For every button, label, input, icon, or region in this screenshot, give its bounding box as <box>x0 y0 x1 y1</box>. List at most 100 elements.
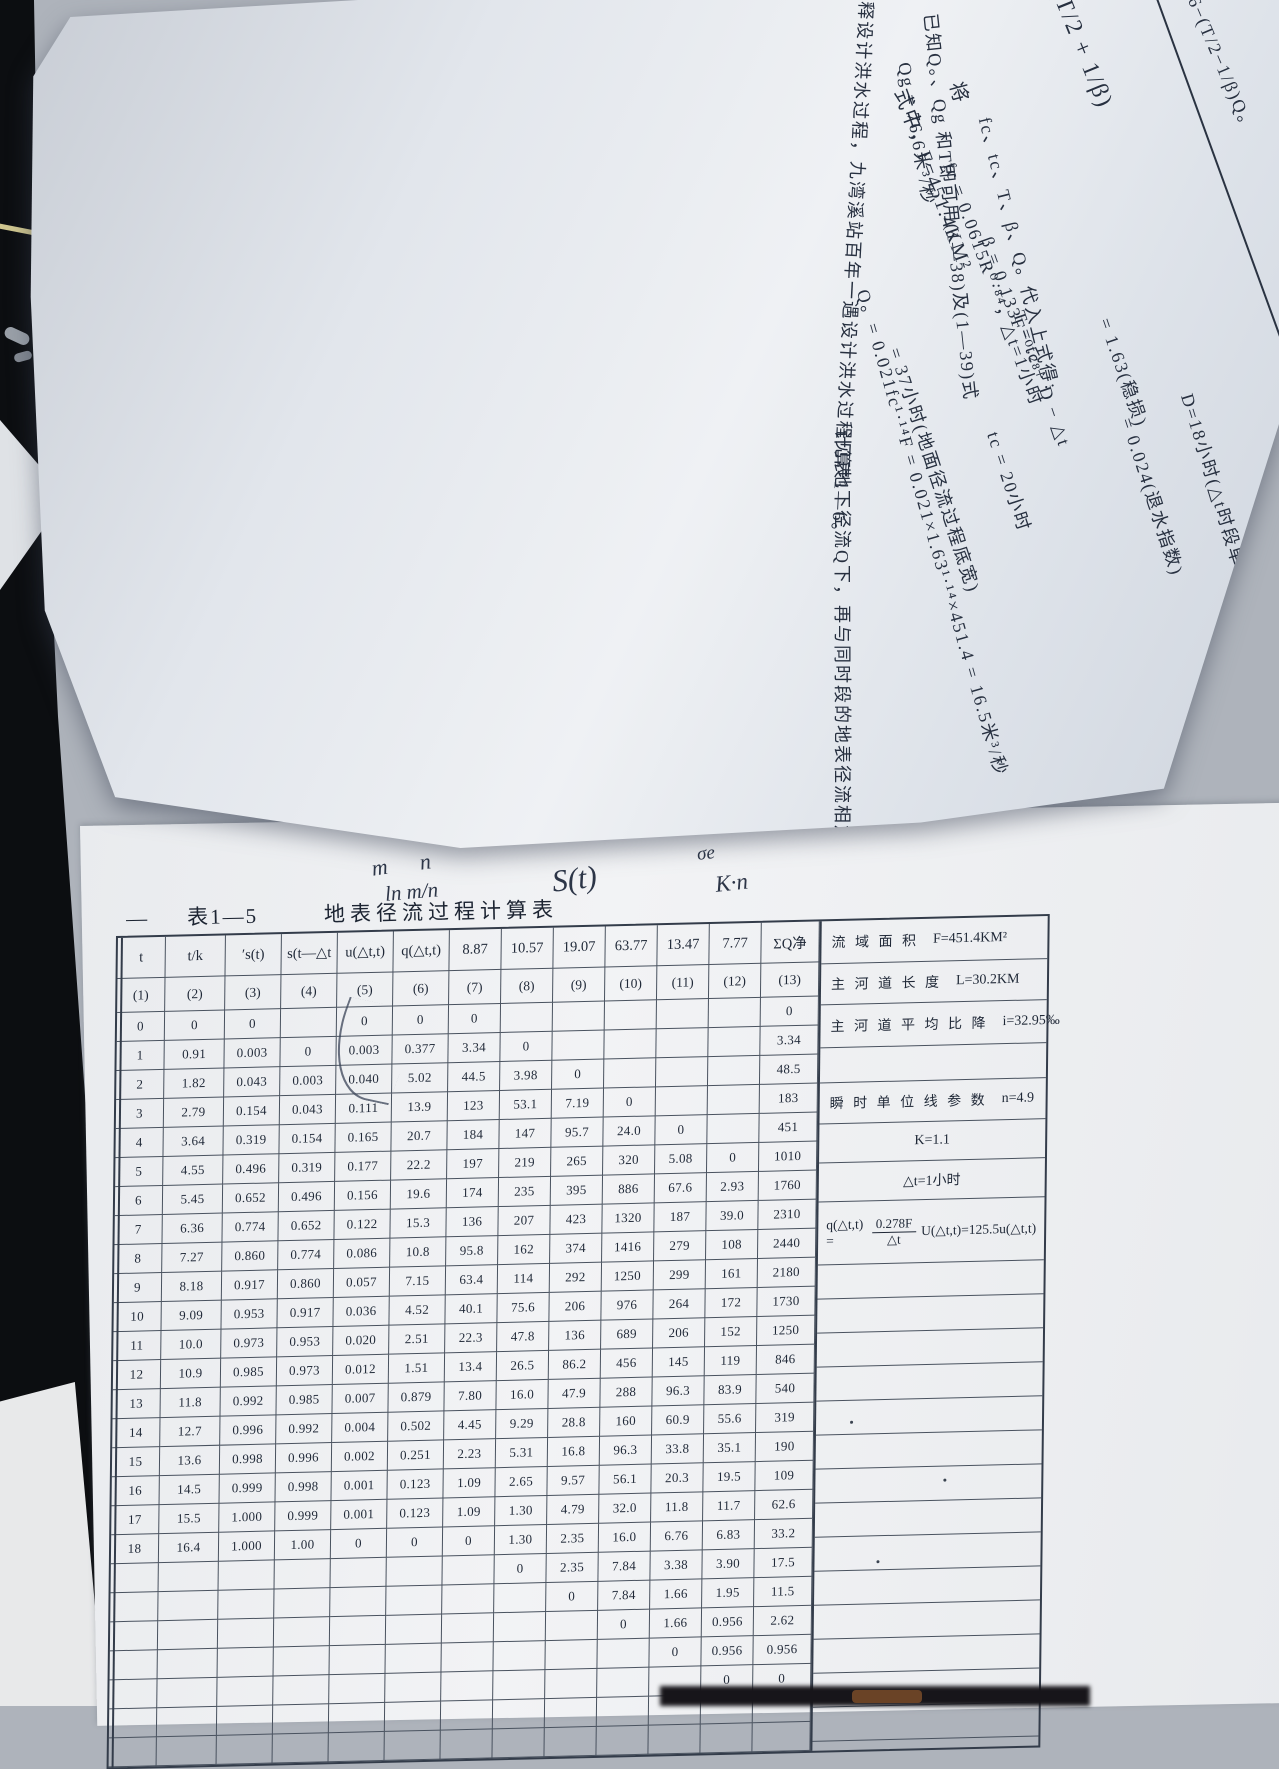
panel-value: i=32.95‰ <box>1002 1012 1060 1030</box>
table-cell: 0.496 <box>278 1181 336 1213</box>
table-cell: 456 <box>600 1348 654 1379</box>
table-cell: 33.8 <box>651 1434 705 1465</box>
table-cell <box>109 1621 159 1652</box>
panel-value: n=4.9 <box>1001 1090 1035 1107</box>
formula-lhs: q(△t,t) = <box>826 1216 864 1249</box>
table-cell: 689 <box>601 1319 654 1350</box>
table-cell: 0.992 <box>220 1386 277 1417</box>
table-cell: 0 <box>386 1527 444 1558</box>
table-cell: 162 <box>498 1234 551 1266</box>
table-cell: 4.52 <box>389 1295 446 1326</box>
panel-row: △t=1小时 <box>818 1158 1045 1203</box>
table-cell <box>109 1679 158 1710</box>
table-cell <box>386 1556 443 1587</box>
table-cell: 1.00 <box>274 1530 332 1561</box>
table-cell <box>386 1585 443 1616</box>
table-cell: 1 <box>116 1040 165 1072</box>
panel-row: 流 域 面 积 F=451.4KM² <box>821 916 1048 965</box>
table-cell: 1760 <box>758 1170 817 1201</box>
table-cell: 95.8 <box>446 1236 499 1267</box>
table-cell: 0 <box>164 1010 226 1041</box>
column-header: u(△t,t) <box>337 931 394 974</box>
table-cell: 292 <box>549 1262 603 1293</box>
table-cell <box>552 1001 605 1032</box>
table-cell <box>216 1734 273 1765</box>
table-cell: 1730 <box>757 1286 816 1317</box>
table-cell <box>328 1731 385 1763</box>
table-cell: 0.319 <box>279 1152 336 1184</box>
table-cell: 10.8 <box>390 1237 447 1268</box>
table-cell: 119 <box>704 1346 757 1377</box>
table-cell: 2.23 <box>443 1439 497 1470</box>
column-header: s(t—△t <box>281 932 338 976</box>
table-cell: 1.66 <box>650 1579 703 1610</box>
table-cell: 540 <box>756 1373 815 1405</box>
table-number: 表1—5 <box>186 903 259 930</box>
column-header: 7.77 <box>709 922 762 966</box>
table-cell: 13 <box>112 1389 161 1420</box>
table-cell <box>441 1671 494 1702</box>
table-cell: 0 <box>494 1554 547 1585</box>
table-cell: 0.020 <box>333 1325 390 1357</box>
table-cell: 0 <box>552 1059 605 1090</box>
table-cell: 0 <box>448 1003 502 1035</box>
column-number: (6) <box>393 971 450 1007</box>
column-header: 13.47 <box>657 924 710 967</box>
table-cell <box>494 1583 547 1614</box>
column-header: t <box>117 936 166 979</box>
table-cell: 219 <box>499 1147 552 1179</box>
table-cell <box>604 1000 657 1031</box>
column-header: 8.87 <box>449 928 502 972</box>
table-cell: 15.5 <box>159 1503 220 1535</box>
table-cell: 0.123 <box>387 1469 444 1500</box>
table-cell: 9 <box>113 1273 163 1304</box>
table-grid: t t/k ′s(t) s(t—△t u(△t,t) q(△t,t) 8.87 10.57 19… <box>108 921 820 1768</box>
page-title: 地表径流过程计算表 <box>323 897 559 927</box>
table-cell: 9.57 <box>547 1465 600 1496</box>
table-cell: 3 <box>115 1098 165 1130</box>
table-cell: 5 <box>115 1156 164 1188</box>
table-cell: 7.80 <box>444 1381 497 1412</box>
table-cell <box>441 1642 494 1673</box>
column-header: q(△t,t) <box>393 930 450 973</box>
table-cell: 0.156 <box>334 1180 392 1211</box>
table-cell <box>655 1086 708 1117</box>
panel-empty-lines <box>812 1260 1044 1742</box>
table-cell <box>157 1677 218 1709</box>
table-cell <box>597 1667 650 1698</box>
table-cell: 96.3 <box>652 1376 705 1407</box>
table-cell: 0 <box>706 1142 760 1174</box>
column-header: 63.77 <box>605 925 658 968</box>
table-cell: 6 <box>114 1185 164 1217</box>
table-cell: 0.998 <box>219 1444 277 1475</box>
table-cell <box>596 1696 650 1727</box>
table-cell: 13.6 <box>159 1445 221 1477</box>
table-cell: 109 <box>755 1460 814 1492</box>
table-cell: 0.001 <box>331 1470 388 1502</box>
table-cell: 22.2 <box>391 1150 448 1181</box>
table-cell <box>656 1028 709 1059</box>
side-panel: 流 域 面 积 F=451.4KM² 主 河 道 长 度 L=30.2KM 主 河 道 … <box>810 916 1060 1751</box>
table-cell: 0.122 <box>334 1209 391 1240</box>
table-cell: 10 <box>113 1302 162 1333</box>
table-cell <box>604 1058 657 1089</box>
panel-formula: q(△t,t) = 0.278F △t U(△t,t)=125.5u(△t,t) <box>817 1197 1045 1266</box>
table-cell: 7 <box>114 1214 163 1246</box>
table-cell: 3.98 <box>500 1060 553 1091</box>
table-cell: 0.953 <box>221 1299 278 1330</box>
table-cell: 0.002 <box>331 1441 389 1473</box>
table-cell: 14.5 <box>159 1474 220 1506</box>
table-cell: 0.502 <box>388 1411 445 1442</box>
table-cell <box>218 1560 275 1591</box>
table-cell: 0.043 <box>279 1094 337 1126</box>
table-cell: 136 <box>549 1320 602 1351</box>
panel-empty-line <box>813 1634 1040 1674</box>
column-number: (2) <box>165 976 226 1012</box>
handwriting-item: K·n <box>714 868 750 897</box>
rotated-text-line: (T/2 + 1/β) <box>1045 0 1118 113</box>
table-cell: 3.64 <box>163 1126 224 1157</box>
table-cell <box>707 1113 760 1145</box>
table-cell: 145 <box>652 1347 706 1378</box>
table-cell: 114 <box>497 1263 551 1295</box>
table-cell: 197 <box>447 1149 500 1180</box>
